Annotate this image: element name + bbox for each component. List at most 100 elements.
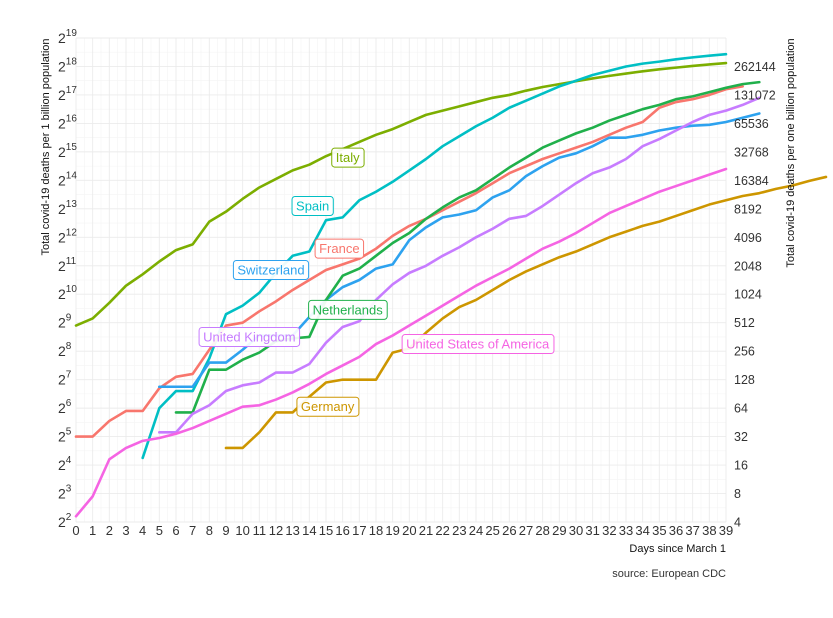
series-label-box	[198, 326, 301, 347]
x-tick-label: 36	[669, 523, 683, 538]
x-tick-label: 30	[569, 523, 583, 538]
x-tick-label: 24	[469, 523, 483, 538]
y-tick-label-left: 27	[58, 370, 72, 388]
y-axis-left-ticks: 22 23 24 25 26 27 28 29 210 211 212 213 214 215 216 217…	[58, 28, 77, 530]
x-tick-label: 1	[89, 523, 96, 538]
series-label-germany: Germany	[296, 396, 360, 417]
series-label-netherlands: Netherlands	[308, 299, 388, 320]
y-tick-label-right: 64	[734, 402, 748, 416]
series-label-box	[401, 334, 555, 355]
x-tick-label: 15	[319, 523, 333, 538]
y-tick-label-right: 512	[734, 316, 755, 330]
y-tick-label-right: 131072	[734, 88, 776, 102]
y-tick-label-left: 29	[58, 313, 72, 331]
y-axis-left-title: Total covid-19 deaths per 1 billion popu…	[40, 38, 52, 255]
series-label-text: Italy	[336, 150, 360, 165]
y-tick-label-left: 212	[58, 227, 77, 245]
x-tick-label: 5	[156, 523, 163, 538]
y-tick-label-right: 32	[734, 430, 748, 444]
series-line-italy	[74, 61, 728, 327]
y-axis-right-ticks: 4 8 16 32 64 128 256 512 1024 2048 4096 8192 16384 32…	[734, 60, 776, 530]
y-tick-label-right: 4	[734, 516, 741, 530]
series-label-italy: Italy	[331, 147, 365, 168]
x-tick-label: 29	[552, 523, 566, 538]
x-tick-label: 2	[106, 523, 113, 538]
x-tick-label: 34	[635, 523, 649, 538]
x-axis-title: Days since March 1	[629, 543, 726, 555]
x-tick-label: 27	[519, 523, 533, 538]
y-tick-label-right: 2048	[734, 259, 762, 273]
series-label-box	[296, 396, 360, 417]
x-tick-label: 7	[189, 523, 196, 538]
x-tick-label: 37	[685, 523, 699, 538]
series-label-united-kingdom: United Kingdom	[198, 326, 301, 347]
x-tick-label: 14	[302, 523, 316, 538]
y-tick-label-right: 8	[734, 487, 741, 501]
y-tick-label-right: 4096	[734, 231, 762, 245]
x-tick-label: 11	[253, 523, 267, 538]
x-tick-label: 21	[419, 523, 433, 538]
y-tick-label-right: 262144	[734, 60, 776, 74]
y-axis-right-title: Total covid-19 deaths per one billion po…	[785, 38, 797, 267]
x-tick-label: 26	[502, 523, 516, 538]
series-label-text: United States of America	[406, 337, 550, 352]
x-tick-label: 28	[535, 523, 549, 538]
x-tick-label: 20	[402, 523, 416, 538]
y-tick-label-right: 128	[734, 373, 755, 387]
gridlines-major	[75, 37, 727, 523]
series-line-united-kingdom	[158, 96, 761, 434]
y-tick-label-left: 28	[58, 341, 72, 359]
x-tick-label: 4	[139, 523, 146, 538]
x-tick-label: 19	[385, 523, 399, 538]
x-tick-label: 16	[335, 523, 349, 538]
series-line-united-states-of-america	[74, 167, 728, 518]
series-label-france: France	[314, 238, 365, 259]
y-tick-label-left: 24	[58, 455, 72, 473]
y-tick-label-left: 214	[58, 170, 77, 188]
series-label-text: Spain	[296, 198, 329, 213]
x-tick-label: 12	[269, 523, 283, 538]
y-tick-label-right: 32768	[734, 145, 769, 159]
series-label-box	[308, 299, 388, 320]
series-line-germany	[224, 175, 828, 450]
series-label-box	[232, 260, 310, 281]
source-caption: source: European CDC	[612, 568, 726, 580]
series-label-united-states-of-america: United States of America	[401, 334, 555, 355]
series-label-spain: Spain	[291, 195, 334, 216]
x-tick-label: 35	[652, 523, 666, 538]
x-tick-label: 0	[72, 523, 79, 538]
y-tick-label-right: 16	[734, 459, 748, 473]
series-label-text: Netherlands	[313, 302, 384, 317]
x-tick-label: 18	[369, 523, 383, 538]
series-line-spain	[141, 52, 728, 460]
series-label-text: United Kingdom	[203, 329, 296, 344]
x-tick-label: 8	[206, 523, 213, 538]
x-tick-label: 33	[619, 523, 633, 538]
series-line-france	[74, 85, 744, 438]
y-tick-label-left: 213	[58, 199, 77, 217]
y-tick-label-left: 216	[58, 113, 77, 131]
y-tick-label-right: 8192	[734, 202, 762, 216]
x-tick-label: 6	[172, 523, 179, 538]
x-tick-label: 31	[585, 523, 599, 538]
series-label-text: Switzerland	[237, 263, 304, 278]
x-tick-label: 10	[235, 523, 249, 538]
series-label-text: Germany	[301, 399, 355, 414]
y-tick-label-left: 26	[58, 398, 72, 416]
y-tick-label-left: 210	[58, 284, 77, 302]
y-tick-label-right: 256	[734, 345, 755, 359]
x-tick-label: 9	[222, 523, 229, 538]
series-label-switzerland: Switzerland	[232, 260, 310, 281]
x-tick-label: 32	[602, 523, 616, 538]
y-tick-label-left: 22	[58, 512, 72, 530]
y-tick-label-right: 1024	[734, 288, 762, 302]
x-tick-label: 13	[285, 523, 299, 538]
x-tick-label: 3	[122, 523, 129, 538]
y-tick-label-right: 65536	[734, 117, 769, 131]
x-tick-label: 39	[719, 523, 733, 538]
x-tick-label: 38	[702, 523, 716, 538]
y-tick-label-left: 219	[58, 28, 77, 46]
y-tick-label-left: 215	[58, 142, 77, 160]
y-tick-label-left: 25	[58, 427, 72, 445]
